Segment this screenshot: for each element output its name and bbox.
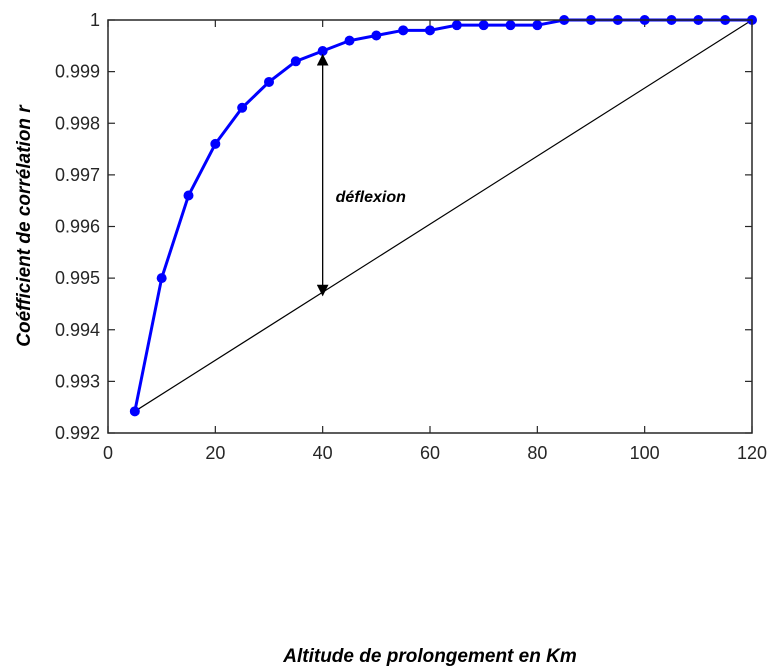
data-point [290, 56, 301, 67]
y-tick-label: 0.998 [55, 113, 100, 133]
data-point [478, 20, 489, 31]
data-point [532, 20, 543, 31]
data-point [210, 138, 221, 149]
y-tick-label: 0.996 [55, 217, 100, 237]
data-point [451, 20, 462, 31]
plot-background [108, 20, 752, 433]
data-point [398, 25, 409, 36]
data-point [156, 273, 167, 284]
x-tick-label: 120 [737, 443, 767, 463]
x-tick-label: 60 [420, 443, 440, 463]
x-tick-label: 0 [103, 443, 113, 463]
data-point [344, 35, 355, 46]
y-tick-label: 0.992 [55, 423, 100, 443]
data-point [505, 20, 516, 31]
y-tick-label: 0.993 [55, 371, 100, 391]
data-point [129, 406, 140, 417]
y-tick-label: 0.999 [55, 62, 100, 82]
data-point [264, 76, 274, 87]
data-point [425, 25, 435, 36]
reference-line [134, 19, 753, 412]
y-tick-label: 0.997 [55, 165, 100, 185]
y-tick-label: 1 [90, 10, 100, 30]
x-tick-label: 20 [205, 443, 225, 463]
data-point [237, 102, 248, 113]
x-axis-label: Altitude de prolongement en Km [282, 646, 577, 667]
x-tick-label: 100 [630, 443, 660, 463]
x-tick-label: 40 [313, 443, 333, 463]
plot-frame [107, 19, 753, 434]
x-tick-label: 80 [527, 443, 547, 463]
y-tick-label: 0.995 [55, 268, 100, 288]
data-point [371, 30, 382, 41]
deflexion-label: déflexion [336, 189, 406, 206]
data-point [183, 190, 194, 201]
y-axis-label: Coéfficient de corrélation r [14, 104, 35, 347]
data-point [317, 45, 328, 56]
y-tick-label: 0.994 [55, 320, 100, 340]
